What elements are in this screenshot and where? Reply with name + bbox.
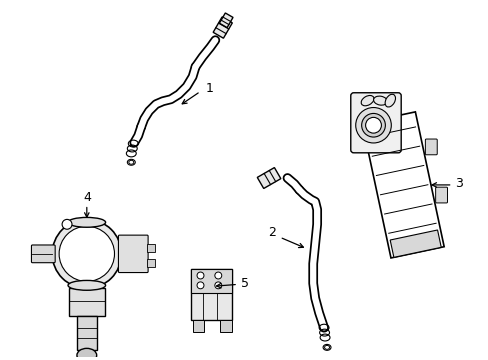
Circle shape [52, 219, 121, 288]
Circle shape [214, 282, 221, 289]
Ellipse shape [77, 348, 97, 360]
Text: 3: 3 [455, 177, 463, 190]
Polygon shape [219, 13, 233, 28]
Ellipse shape [127, 159, 135, 165]
Bar [190, 269, 232, 293]
Circle shape [59, 226, 114, 282]
Circle shape [214, 272, 221, 279]
Circle shape [197, 272, 203, 279]
Bar [192, 320, 204, 332]
Bar [190, 269, 232, 320]
Ellipse shape [68, 280, 105, 290]
Polygon shape [213, 17, 232, 38]
Circle shape [355, 108, 390, 143]
Polygon shape [362, 112, 443, 258]
Text: 5: 5 [241, 277, 248, 290]
Circle shape [197, 282, 203, 289]
Text: 1: 1 [205, 82, 213, 95]
Circle shape [365, 117, 381, 133]
Ellipse shape [79, 359, 95, 360]
Bar [69, 288, 104, 316]
Bar [77, 316, 97, 350]
Circle shape [62, 219, 72, 229]
Polygon shape [389, 230, 440, 257]
Ellipse shape [68, 217, 105, 227]
Bar [220, 320, 232, 332]
Ellipse shape [385, 94, 395, 107]
Ellipse shape [361, 95, 373, 106]
Ellipse shape [373, 96, 386, 105]
FancyBboxPatch shape [31, 245, 55, 263]
FancyBboxPatch shape [118, 235, 148, 273]
Ellipse shape [323, 345, 330, 350]
FancyBboxPatch shape [425, 139, 436, 155]
FancyBboxPatch shape [435, 187, 447, 203]
Ellipse shape [324, 345, 329, 349]
FancyBboxPatch shape [350, 93, 400, 153]
Circle shape [361, 113, 385, 137]
Polygon shape [257, 167, 280, 189]
Ellipse shape [128, 160, 134, 164]
Bar [147, 244, 155, 252]
Text: 4: 4 [83, 191, 92, 204]
Bar [147, 259, 155, 267]
Text: 2: 2 [267, 226, 275, 239]
